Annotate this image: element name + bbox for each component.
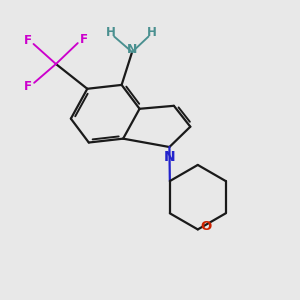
Text: N: N	[127, 43, 137, 56]
Text: F: F	[80, 33, 88, 46]
Text: H: H	[147, 26, 157, 38]
Text: O: O	[200, 220, 212, 233]
Text: H: H	[106, 26, 116, 38]
Text: F: F	[24, 80, 32, 93]
Text: F: F	[24, 34, 32, 47]
Text: N: N	[164, 150, 176, 164]
